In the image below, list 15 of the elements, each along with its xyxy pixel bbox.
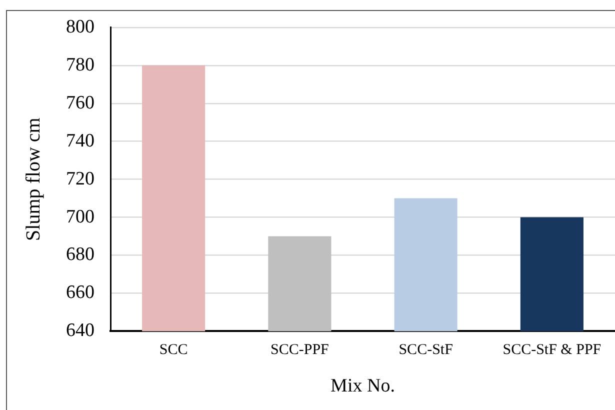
x-axis-title: Mix No.: [330, 376, 395, 397]
y-tick-label: 780: [66, 54, 94, 76]
y-tick-label: 800: [66, 16, 94, 38]
x-tick-label: SCC-StF & PPF: [502, 342, 602, 358]
y-tick-label: 680: [66, 244, 94, 266]
y-tick-label: 640: [66, 320, 94, 342]
y-tick-label: 760: [66, 92, 94, 114]
y-tick-label: 720: [66, 168, 94, 190]
y-tick-label: 740: [66, 130, 94, 152]
x-tick-label: SCC-PPF: [270, 342, 329, 358]
x-tick-label: SCC-StF: [398, 342, 453, 358]
y-tick-label: 700: [66, 206, 94, 228]
x-tick-label: SCC: [159, 342, 188, 358]
y-tick-label: 660: [66, 282, 94, 304]
y-axis-title: Slump flow cm: [22, 117, 44, 241]
